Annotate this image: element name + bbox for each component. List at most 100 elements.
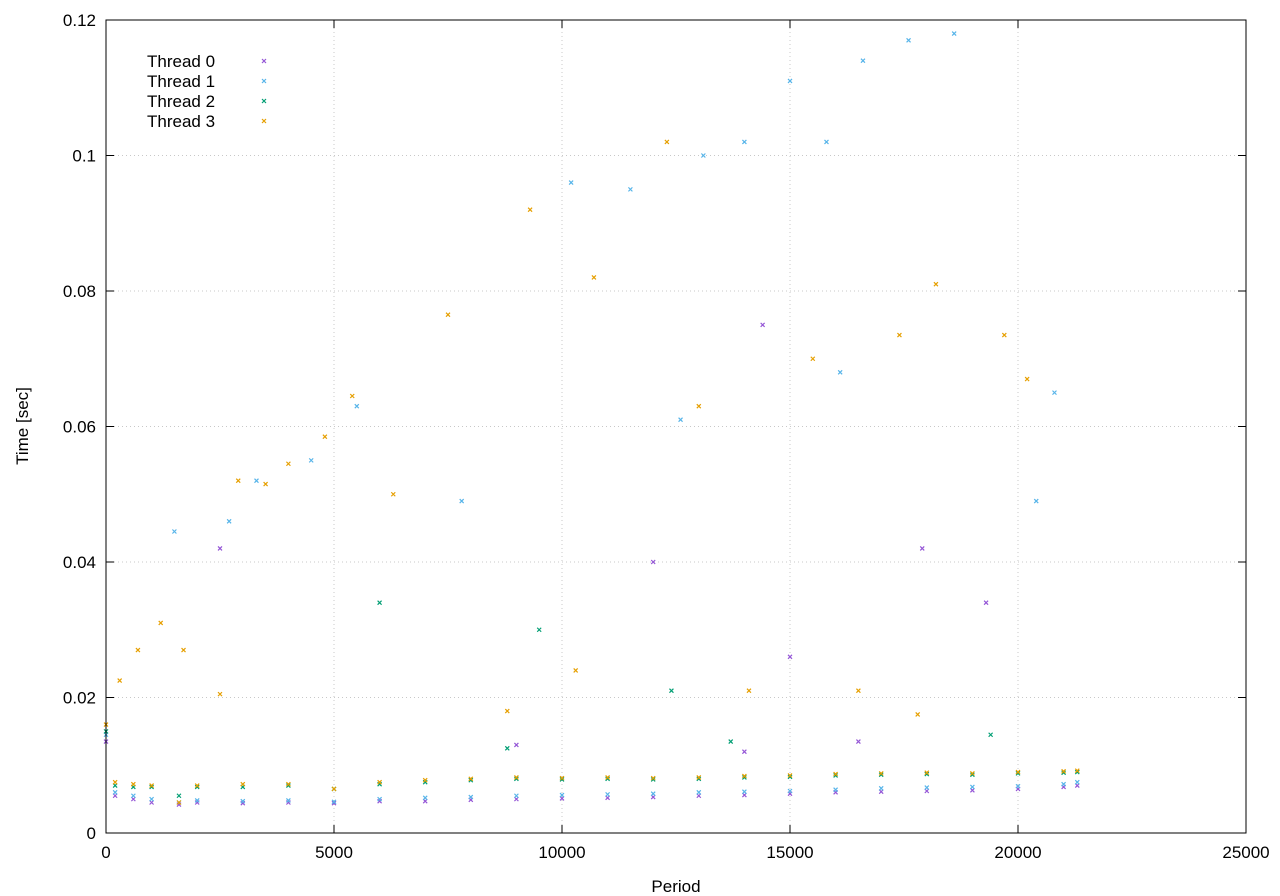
legend-label: Thread 3 (147, 112, 215, 131)
data-point (605, 776, 611, 782)
data-point (915, 712, 921, 717)
data-point (924, 771, 930, 777)
data-point (696, 789, 702, 795)
legend-marker (261, 58, 267, 64)
legend-label: Thread 2 (147, 92, 215, 111)
data-point (135, 647, 141, 653)
data-point (285, 781, 291, 787)
x-tick-labels: 0 5000 10000 15000 20000 25000 (101, 843, 1269, 862)
y-tick-labels: 0 0.02 0.04 0.06 0.08 0.1 0.12 (63, 11, 96, 843)
data-point (308, 457, 314, 463)
data-point (117, 678, 123, 683)
data-point (741, 789, 747, 795)
series-2 (103, 600, 1080, 799)
data-point (322, 434, 328, 440)
data-point (226, 518, 232, 524)
data-point (650, 559, 656, 565)
data-point (1001, 332, 1007, 338)
data-point (696, 776, 702, 782)
series-0 (103, 322, 1080, 807)
data-point (591, 275, 597, 280)
data-point (194, 783, 200, 788)
data-point (787, 774, 793, 780)
data-point (969, 770, 975, 776)
data-point (559, 775, 565, 781)
data-point (285, 461, 291, 467)
data-point (1015, 783, 1021, 789)
data-point (696, 403, 702, 409)
data-point (254, 478, 259, 484)
data-point (112, 779, 118, 785)
data-point (810, 356, 816, 362)
y-axis-label: Time [sec] (13, 387, 32, 465)
data-point (1052, 390, 1057, 396)
data-point (855, 739, 861, 744)
data-point (787, 788, 793, 794)
data-point (1074, 768, 1080, 774)
data-point (158, 620, 164, 626)
legend-marker (261, 118, 267, 124)
data-point (760, 322, 766, 328)
data-point (568, 180, 574, 186)
data-point (171, 529, 177, 534)
y-tick-label: 0.02 (63, 689, 96, 708)
y-tick-label: 0.06 (63, 418, 96, 437)
data-point (176, 800, 182, 805)
data-point (924, 785, 930, 791)
data-point (787, 78, 793, 84)
data-point (513, 776, 519, 782)
data-point (983, 600, 989, 606)
data-point (1061, 781, 1067, 787)
data-point (1033, 498, 1039, 504)
data-point (833, 787, 839, 793)
y-tick-label: 0.04 (63, 553, 96, 572)
legend-marker (261, 98, 267, 104)
data-point (924, 770, 930, 776)
data-point (527, 207, 533, 213)
data-point (149, 784, 155, 790)
data-point (1024, 376, 1030, 382)
data-point (824, 139, 829, 145)
x-tick-label: 5000 (315, 843, 353, 862)
x-axis-label: Period (651, 877, 700, 896)
x-tick-label: 25000 (1222, 843, 1269, 862)
data-point (988, 732, 994, 738)
y-tick-label: 0 (87, 824, 96, 843)
data-point (240, 798, 246, 804)
data-point (650, 775, 656, 781)
series-1 (103, 31, 1080, 805)
data-point (217, 546, 223, 551)
data-point (112, 789, 118, 795)
y-tick-label: 0.12 (63, 11, 96, 30)
data-point (194, 798, 200, 803)
data-point (331, 799, 337, 805)
data-point (833, 772, 839, 778)
data-point (536, 627, 542, 633)
x-tick-label: 20000 (994, 843, 1041, 862)
data-point (627, 186, 633, 192)
data-point (468, 777, 474, 783)
data-point (390, 491, 396, 497)
data-point (513, 775, 519, 780)
data-point (445, 312, 451, 318)
data-point (331, 786, 337, 792)
axis-ticks (105, 19, 1247, 834)
data-point (130, 793, 136, 799)
data-point (741, 775, 747, 780)
data-point (377, 600, 383, 606)
data-point (377, 779, 383, 785)
data-point (878, 772, 884, 778)
data-point (559, 777, 565, 782)
data-point (176, 793, 182, 799)
data-point (468, 776, 474, 782)
data-point (331, 800, 337, 806)
data-point (1015, 769, 1021, 775)
data-point (1061, 768, 1067, 774)
data-point (678, 417, 683, 423)
data-point (513, 793, 519, 799)
data-point (459, 498, 465, 504)
y-tick-label: 0.1 (72, 147, 96, 166)
data-point (1074, 779, 1080, 785)
data-point (559, 792, 565, 798)
